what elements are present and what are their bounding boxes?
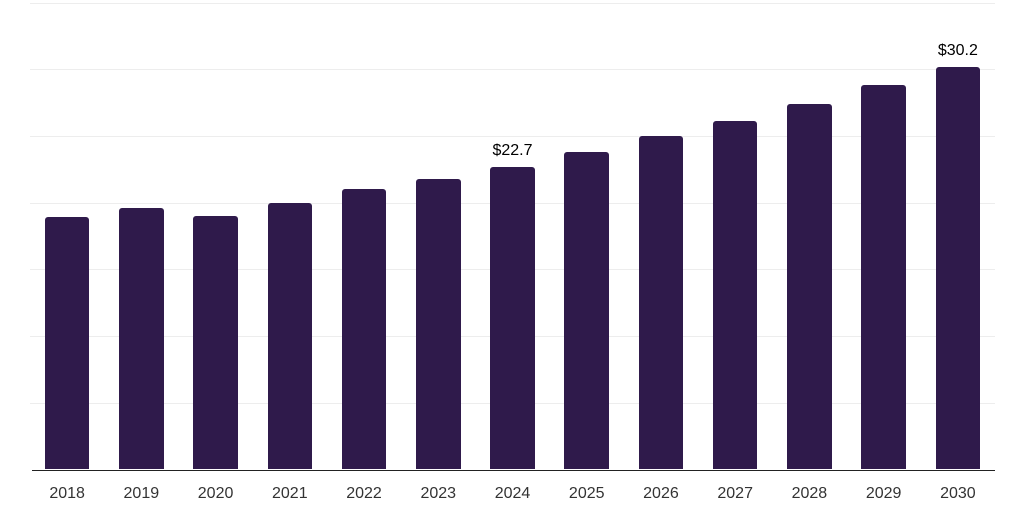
x-tick-2029: 2029 <box>865 485 902 502</box>
x-tick-2024: 2024 <box>494 485 531 502</box>
x-tick-2025: 2025 <box>568 485 605 502</box>
x-tick-2018: 2018 <box>49 485 85 502</box>
bar-2024 <box>490 166 535 470</box>
x-tick-2026: 2026 <box>643 485 679 502</box>
value-label-2030: $30.2 <box>937 41 978 59</box>
x-tick-2028: 2028 <box>791 485 828 502</box>
bar-2021 <box>267 202 313 470</box>
bar-2030 <box>935 66 981 470</box>
x-tick-2022: 2022 <box>346 485 382 502</box>
x-tick-2023: 2023 <box>420 485 457 502</box>
x-tick-2027: 2027 <box>717 485 753 502</box>
gridline-y25 <box>30 136 995 138</box>
bar-2029 <box>861 85 906 470</box>
x-axis-line <box>32 469 995 471</box>
gridline-y30 <box>30 69 995 71</box>
bar-2020 <box>193 216 238 470</box>
bar-2028 <box>787 104 832 470</box>
x-tick-2020: 2020 <box>197 485 234 502</box>
x-tick-2019: 2019 <box>123 485 160 502</box>
value-label-2024: $22.7 <box>492 141 533 159</box>
x-tick-2021: 2021 <box>272 485 308 502</box>
gridline-y35 <box>30 2 995 4</box>
bar-2023 <box>416 178 461 470</box>
bar-2027 <box>712 121 758 470</box>
bar-2025 <box>564 152 609 470</box>
bar-2019 <box>119 208 164 470</box>
bar-2022 <box>341 189 387 470</box>
x-tick-2030: 2030 <box>940 485 976 502</box>
bar-2018 <box>44 217 90 470</box>
bar-2026 <box>638 136 684 470</box>
